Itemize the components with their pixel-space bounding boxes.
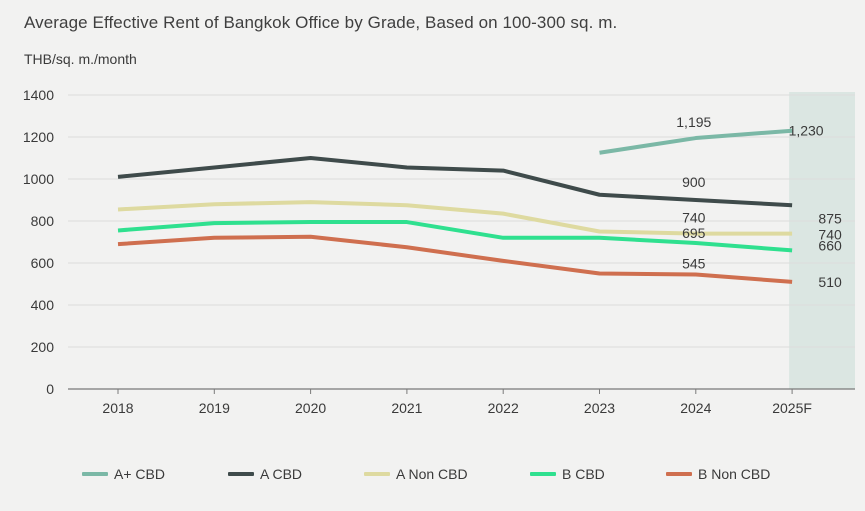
y-tick-label: 600	[31, 255, 55, 271]
series-line-a-cbd	[117, 156, 793, 208]
data-label: 695	[682, 225, 706, 241]
data-label: 510	[818, 274, 842, 290]
x-tick-label: 2020	[295, 400, 326, 416]
series-line-b-cbd	[117, 220, 793, 253]
x-tick-label: 2021	[391, 400, 422, 416]
legend-item: A+ CBD	[82, 466, 165, 482]
legend-label: A+ CBD	[114, 466, 165, 482]
y-tick-label: 1200	[23, 129, 54, 145]
legend-swatch	[530, 472, 556, 476]
data-label: 660	[818, 237, 842, 253]
legend-swatch	[82, 472, 108, 476]
x-tick-label: 2022	[488, 400, 519, 416]
legend-item: B CBD	[530, 466, 605, 482]
x-tick-label: 2019	[199, 400, 230, 416]
data-label: 1,195	[676, 114, 711, 130]
data-label: 740	[818, 227, 842, 243]
y-tick-label: 0	[46, 381, 54, 397]
legend-item: B Non CBD	[666, 466, 770, 482]
y-tick-label: 1000	[23, 171, 54, 187]
data-label: 1,230	[789, 123, 824, 139]
chart-title: Average Effective Rent of Bangkok Office…	[24, 13, 618, 32]
series-line-a-non-cbd	[117, 200, 793, 236]
chart-legend: A+ CBD A CBD A Non CBD B CBD B Non CBD	[0, 466, 865, 490]
legend-swatch	[666, 472, 692, 476]
legend-label: B Non CBD	[698, 466, 771, 482]
x-tick-label: 2025F	[772, 400, 812, 416]
forecast-highlight-band	[789, 92, 855, 389]
y-tick-label: 800	[31, 213, 55, 229]
legend-label: A CBD	[260, 466, 303, 482]
legend-label: A Non CBD	[396, 466, 468, 482]
legend-item: A Non CBD	[364, 466, 468, 482]
data-label: 875	[818, 210, 842, 226]
y-axis-unit-label: THB/sq. m./month	[24, 51, 137, 67]
legend-item: A CBD	[228, 466, 302, 482]
y-tick-label: 400	[31, 297, 55, 313]
x-tick-label: 2018	[102, 400, 133, 416]
series-line-a-cbd	[599, 128, 793, 155]
data-label: 545	[682, 256, 706, 272]
x-tick-label: 2023	[584, 400, 615, 416]
x-tick-label: 2024	[680, 400, 711, 416]
legend-swatch	[228, 472, 254, 476]
series-line-b-non-cbd	[117, 234, 793, 284]
legend-swatch	[364, 472, 390, 476]
data-label: 900	[682, 174, 706, 190]
legend-label: B CBD	[562, 466, 605, 482]
data-label: 740	[682, 210, 706, 226]
y-tick-label: 1400	[23, 87, 54, 103]
y-tick-label: 200	[31, 339, 55, 355]
